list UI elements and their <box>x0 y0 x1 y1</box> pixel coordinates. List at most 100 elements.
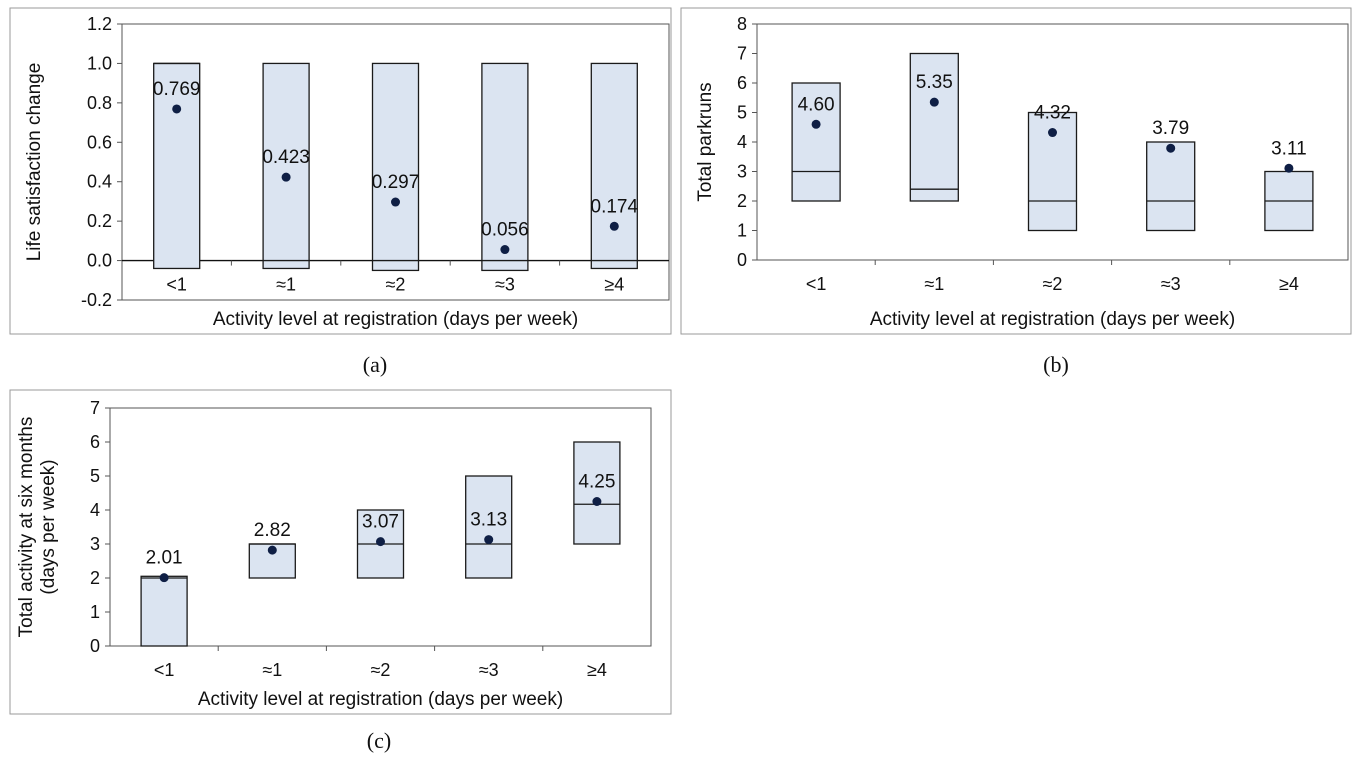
x-tick-label: ≈3 <box>479 660 499 680</box>
chart-panel-3: 0 1 2 3 4 5 6 7 2.01 2.82 3.07 3.13 4.25 <1 ≈1 ≈2 ≈3 ≥4 Ac… <box>9 389 672 753</box>
mean-label: 0.297 <box>372 172 420 193</box>
x-tick-label: ≥4 <box>1279 274 1299 294</box>
box <box>481 62 529 272</box>
mean-marker <box>281 172 291 182</box>
x-tick-label: ≈2 <box>1043 274 1063 294</box>
y-tick-label: 6 <box>90 432 100 452</box>
mean-label: 4.32 <box>1034 103 1071 124</box>
panel-caption: (b) <box>1043 352 1069 377</box>
x-tick-label: <1 <box>806 274 827 294</box>
y-tick-label: 0.0 <box>87 251 112 271</box>
y-tick-label: 1 <box>737 221 747 241</box>
x-tick-label: ≈3 <box>495 275 515 295</box>
box <box>465 475 513 579</box>
box <box>909 52 959 202</box>
y-tick-label: 2 <box>90 568 100 588</box>
mean-label: 2.01 <box>146 548 183 569</box>
mean-label: 3.11 <box>1271 138 1307 159</box>
y-tick-label: 1.0 <box>87 53 112 73</box>
mean-marker <box>500 245 510 255</box>
mean-label: 4.60 <box>798 94 835 115</box>
box <box>262 62 310 270</box>
mean-label: 3.07 <box>362 512 399 533</box>
x-tick-label: ≈1 <box>276 275 296 295</box>
mean-marker <box>484 535 494 545</box>
box <box>371 62 420 272</box>
plot-area-border <box>121 23 670 301</box>
box <box>573 441 621 545</box>
panel-frame <box>9 389 672 715</box>
mean-label: 4.25 <box>578 472 615 493</box>
y-tick-label: 7 <box>737 44 747 64</box>
mean-marker <box>172 104 182 114</box>
x-tick-label: ≥4 <box>604 275 624 295</box>
y-tick-label: 3 <box>90 534 100 554</box>
x-tick-label: <1 <box>154 660 175 680</box>
x-tick-label: ≥4 <box>587 660 607 680</box>
panel-caption: (a) <box>363 352 387 377</box>
y-tick-label: 3 <box>737 162 747 182</box>
box <box>791 82 841 202</box>
y-tick-label: 8 <box>737 14 747 34</box>
y-tick-label: 0.8 <box>87 93 112 113</box>
chart-panel-2: 0 1 2 3 4 5 6 7 8 4.60 5.35 4.32 3.79 3.11 <1 ≈1 ≈2 ≈3 ≥4 A… <box>680 7 1352 377</box>
chart-panel-1: -0.2 0.0 0.2 0.4 0.6 0.8 1.0 1.2 0.769 0.423 0.297… <box>9 7 672 377</box>
mean-label: 0.423 <box>262 147 310 168</box>
mean-marker <box>267 545 277 555</box>
y-tick-label: 0 <box>90 636 100 656</box>
y-tick-label: 0 <box>737 250 747 270</box>
mean-marker <box>1048 128 1057 138</box>
mean-marker <box>376 537 385 547</box>
box <box>153 62 201 270</box>
mean-marker <box>1166 143 1176 153</box>
mean-label: 2.82 <box>254 520 291 541</box>
mean-label: 3.79 <box>1152 118 1189 139</box>
y-tick-label: 4 <box>737 132 747 152</box>
x-tick-label: ≈1 <box>924 274 944 294</box>
y-axis-title-line: (days per week) <box>38 459 59 594</box>
mean-marker <box>159 573 169 583</box>
y-tick-label: 2 <box>737 191 747 211</box>
y-tick-label: 1.2 <box>87 14 112 34</box>
mean-label: 0.056 <box>481 220 529 241</box>
y-tick-label: -0.2 <box>81 290 112 310</box>
box <box>140 575 188 647</box>
box <box>590 62 638 270</box>
y-tick-label: 0.4 <box>87 172 112 192</box>
mean-label: 0.174 <box>591 196 639 217</box>
x-tick-label: ≈2 <box>386 275 406 295</box>
y-tick-label: 0.6 <box>87 132 112 152</box>
plot-area-border <box>109 407 652 647</box>
mean-marker <box>609 221 619 231</box>
mean-label: 3.13 <box>470 510 507 531</box>
mean-label: 5.35 <box>916 72 953 93</box>
mean-marker <box>391 197 400 207</box>
y-axis-title: Total parkruns <box>695 82 716 201</box>
x-axis-title: Activity level at registration (days per… <box>870 309 1235 330</box>
mean-marker <box>592 497 602 506</box>
mean-marker <box>929 97 939 107</box>
x-tick-label: <1 <box>166 275 187 295</box>
panel-caption: (c) <box>367 728 391 753</box>
y-tick-label: 4 <box>90 500 100 520</box>
y-tick-label: 7 <box>90 398 100 418</box>
x-tick-label: ≈2 <box>371 660 391 680</box>
y-axis-title: Life satisfaction change <box>24 63 45 262</box>
mean-label: 0.769 <box>153 79 201 100</box>
x-axis-title: Activity level at registration (days per… <box>213 309 578 330</box>
y-tick-label: 5 <box>90 466 100 486</box>
panel-frame <box>9 7 672 335</box>
y-axis-title-line: Total activity at six months <box>16 417 37 638</box>
y-tick-label: 5 <box>737 103 747 123</box>
y-tick-label: 0.2 <box>87 211 112 231</box>
box <box>1146 141 1196 232</box>
x-axis-title: Activity level at registration (days per… <box>198 689 563 710</box>
panel-frame <box>680 7 1352 335</box>
x-tick-label: ≈3 <box>1161 274 1181 294</box>
y-axis-title: Total activity at six months(days per we… <box>16 417 59 638</box>
x-tick-label: ≈1 <box>262 660 282 680</box>
y-tick-label: 1 <box>90 602 100 622</box>
y-tick-label: 6 <box>737 73 747 93</box>
mean-marker <box>1284 163 1294 173</box>
